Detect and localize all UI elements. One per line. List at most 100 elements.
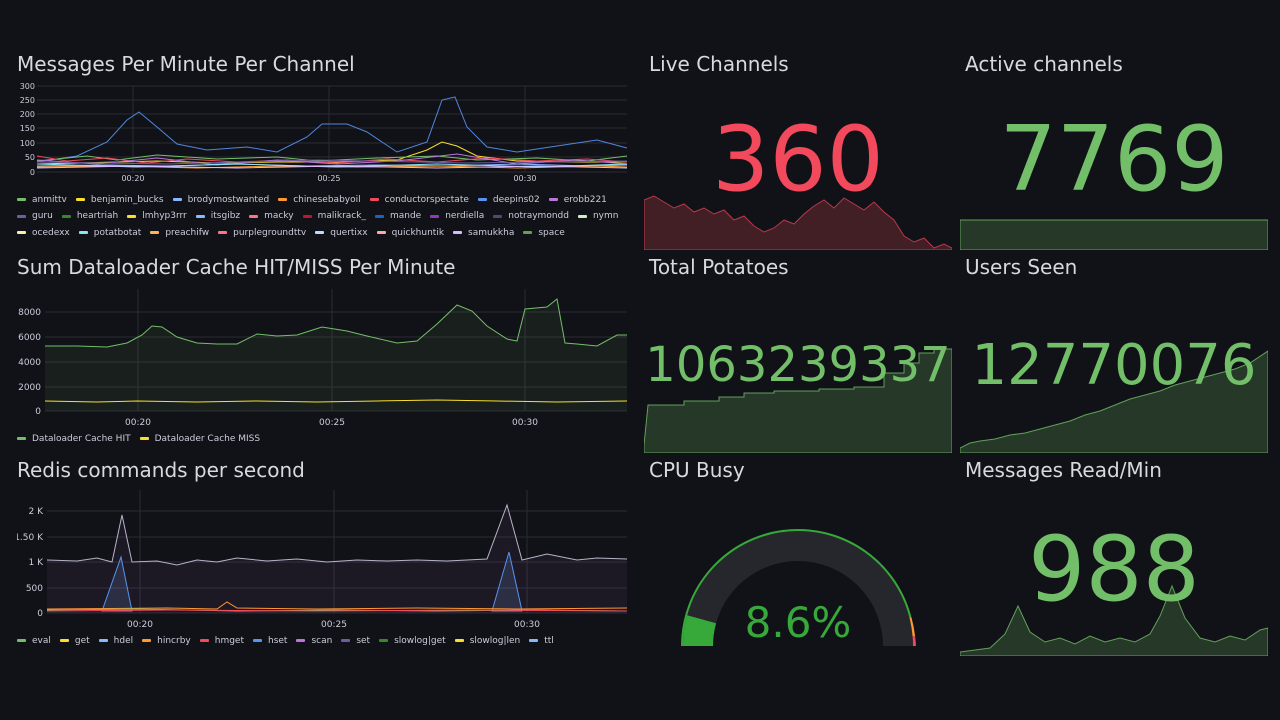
legend-item[interactable]: vixi <box>102 241 133 244</box>
legend-item[interactable]: ttl <box>529 633 554 649</box>
legend-item[interactable]: set <box>341 633 370 649</box>
y-tick: 1 K <box>29 558 45 568</box>
legend-item[interactable]: nerdiella <box>430 208 484 224</box>
panel-title[interactable]: Active channels <box>965 52 1123 76</box>
legend-label: hset <box>268 635 288 646</box>
legend: Dataloader Cache HIT Dataloader Cache MIS… <box>17 430 629 447</box>
legend-item[interactable]: scan <box>296 633 332 649</box>
legend-item[interactable]: mande <box>374 208 422 224</box>
legend-item[interactable]: space <box>523 225 565 241</box>
legend-item[interactable]: conductorspectate <box>369 192 469 208</box>
legend-label: malikrack_ <box>317 211 366 221</box>
legend-item[interactable]: deepins02 <box>477 192 540 208</box>
series-line <box>36 153 628 166</box>
legend-item[interactable]: vulpeshd <box>142 241 198 244</box>
sparkline <box>960 219 1268 250</box>
legend-item[interactable]: hdel <box>98 633 134 649</box>
panel-title[interactable]: Sum Dataloader Cache HIT/MISS Per Minute <box>17 255 456 279</box>
legend-item[interactable]: malikrack_ <box>302 208 366 224</box>
legend-item[interactable]: nymn <box>577 208 618 224</box>
legend-label: stableronaldo <box>32 241 93 244</box>
redis-chart: 2 K 1.50 K 1 K 500 0 00:20 00:25 00:30 <box>17 490 628 630</box>
legend-item[interactable]: quertixx <box>315 225 368 241</box>
x-tick: 00:30 <box>512 418 538 428</box>
y-tick: 0 <box>35 407 41 417</box>
panel-messages-per-channel: Messages Per Minute Per Channel 300 250 … <box>17 52 629 244</box>
legend-item[interactable]: hset <box>253 633 287 649</box>
legend-item[interactable]: samukkha <box>453 225 514 241</box>
legend-label: slowlog|len <box>469 635 521 646</box>
panel-cpu-busy: CPU Busy 8.6% <box>644 458 952 656</box>
legend-label: hmget <box>214 635 244 646</box>
legend-item[interactable]: get <box>59 633 90 649</box>
legend-label: space <box>538 227 565 238</box>
legend-label: erobb221 <box>563 194 607 205</box>
legend-item[interactable]: macky <box>249 208 294 224</box>
x-tick: 00:20 <box>127 620 153 630</box>
dataloader-chart: 8000 6000 4000 2000 0 00:20 00:25 00:30 <box>18 289 628 428</box>
legend-label: chinesebabyoil <box>293 194 361 205</box>
legend-item[interactable]: eval <box>17 633 51 649</box>
stat-value: 1063239337 <box>645 337 951 393</box>
legend-label: mande <box>389 211 422 221</box>
panel-title[interactable]: Total Potatoes <box>649 255 789 279</box>
legend-item[interactable]: chinesebabyoil <box>278 192 361 208</box>
panel-messages-read: Messages Read/Min 988 <box>960 458 1268 656</box>
legend-item[interactable]: slowlog|get <box>379 633 446 649</box>
legend-item[interactable]: quickhuntik <box>376 225 445 241</box>
legend-item[interactable]: notraymondd <box>493 208 569 224</box>
legend-swatch <box>577 214 587 218</box>
hit-area <box>45 299 627 411</box>
legend-item[interactable]: preachifw <box>150 225 209 241</box>
legend-swatch <box>548 198 558 201</box>
legend-item[interactable]: stableronaldo <box>17 241 93 244</box>
legend-item[interactable]: itsgibz <box>195 208 240 224</box>
legend-swatch <box>374 214 384 218</box>
panel-title[interactable]: Redis commands per second <box>17 458 305 482</box>
legend-item[interactable]: Dataloader Cache MISS <box>139 431 260 447</box>
total-area <box>47 505 627 613</box>
legend-item[interactable]: erobb221 <box>548 192 607 208</box>
legend-item[interactable]: potatbotat <box>78 225 141 241</box>
y-tick: 100 <box>20 139 35 148</box>
legend-item[interactable]: guru <box>17 208 53 224</box>
legend-item[interactable]: slowlog|len <box>454 633 521 649</box>
legend-item[interactable]: heartriah <box>61 208 119 224</box>
legend-swatch <box>75 198 85 201</box>
legend-label: samukkha <box>468 227 515 238</box>
legend-label: ocedexx <box>32 227 70 238</box>
panel-title[interactable]: Users Seen <box>965 255 1078 279</box>
stat-value: 7769 <box>999 107 1229 212</box>
legend-item[interactable]: wixabot <box>207 241 257 244</box>
legend-item[interactable]: lmhyp3rrr <box>127 208 187 224</box>
legend-label: heartriah <box>76 211 119 221</box>
legend-item[interactable]: Dataloader Cache HIT <box>17 431 131 447</box>
legend-label: quickhuntik <box>391 227 445 238</box>
legend-swatch <box>315 231 325 234</box>
hit-line <box>45 298 627 348</box>
legend-label: hdel <box>113 635 134 646</box>
panel-title[interactable]: Messages Read/Min <box>965 458 1162 482</box>
legend-item[interactable]: anmittv <box>17 192 67 208</box>
y-tick: 2000 <box>18 383 41 393</box>
legend-swatch <box>17 198 26 201</box>
legend-swatch <box>17 231 26 234</box>
legend-item[interactable]: hincrby <box>142 633 191 649</box>
panel-title[interactable]: CPU Busy <box>649 458 745 482</box>
series-line <box>36 96 628 163</box>
sparkline <box>644 348 952 453</box>
legend-swatch <box>78 231 88 234</box>
panel-title[interactable]: Live Channels <box>649 52 789 76</box>
legend-swatch <box>529 639 539 642</box>
legend-swatch <box>17 639 26 642</box>
legend-swatch <box>61 214 71 218</box>
legend-item[interactable]: purplegroundttv <box>218 225 306 241</box>
legend-item[interactable]: brodymostwanted <box>172 192 269 208</box>
panel-title[interactable]: Messages Per Minute Per Channel <box>17 52 355 76</box>
legend-item[interactable]: ocedexx <box>17 225 70 241</box>
legend-label: vulpeshd <box>157 241 198 244</box>
legend-item[interactable]: hmget <box>199 633 244 649</box>
legend-item[interactable]: benjamin_bucks <box>75 192 164 208</box>
legend-label: notraymondd <box>508 211 569 221</box>
legend-swatch <box>430 214 440 218</box>
